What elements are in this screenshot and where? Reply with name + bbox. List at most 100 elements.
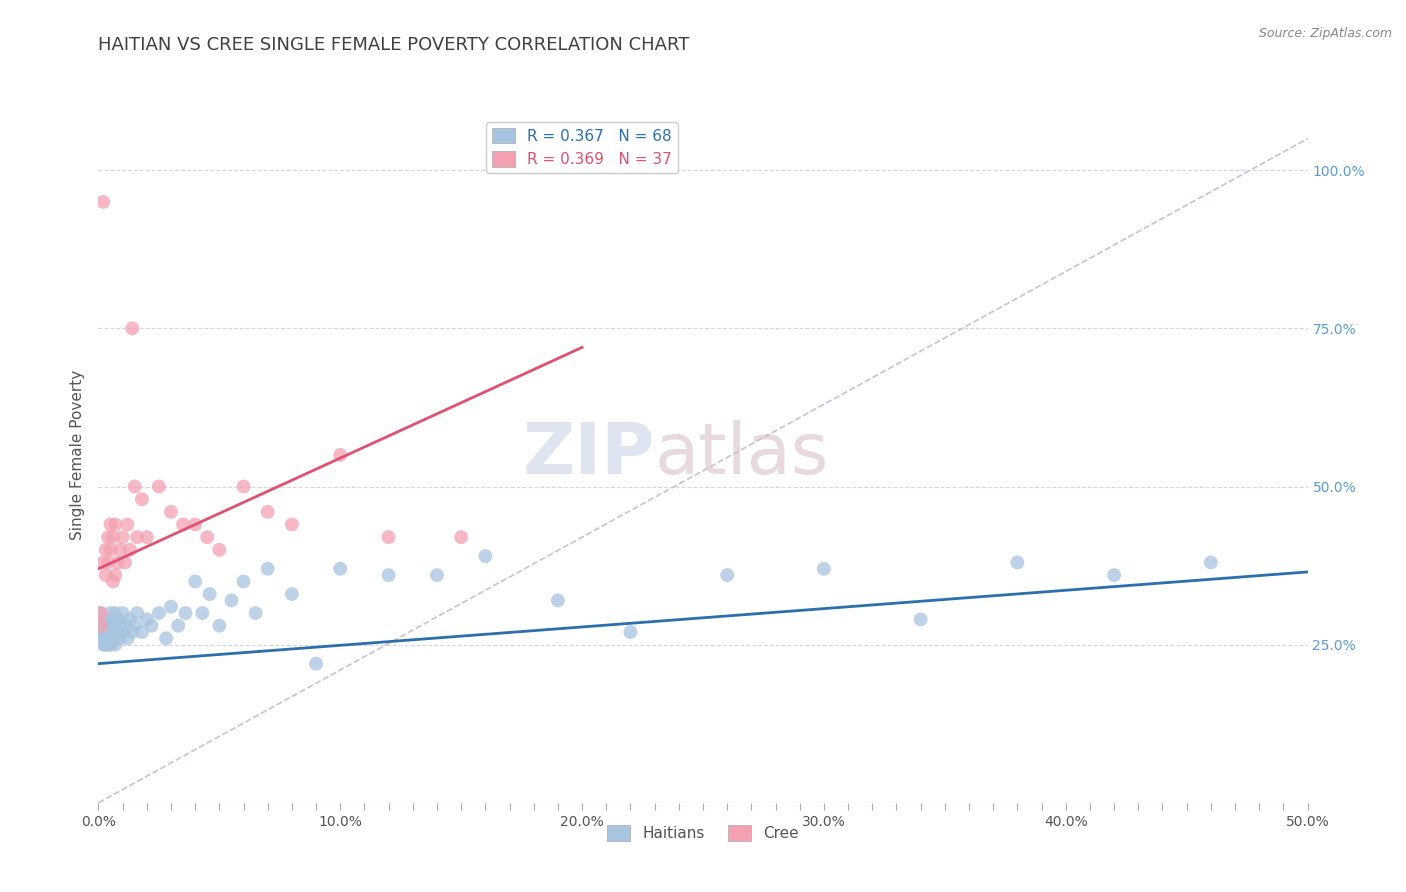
Point [104,606,127,620]
Point [426,568,449,582]
Legend: Haitians, Cree: Haitians, Cree [602,819,804,847]
Point [160,505,183,519]
Point [111,530,134,544]
Point [619,625,641,640]
Point [245,606,267,620]
Point [100,606,122,620]
Point [195,530,218,544]
Point [167,618,190,632]
Point [90,606,112,620]
Point [111,606,134,620]
Point [148,479,170,493]
Point [155,632,177,646]
Text: ZIP: ZIP [523,420,655,490]
Point [377,530,399,544]
Point [141,618,163,632]
Point [90,606,112,620]
Point [191,606,214,620]
Point [108,542,131,557]
Point [232,574,254,589]
Point [94,625,117,640]
Point [208,618,231,632]
Point [329,562,352,576]
Point [91,638,114,652]
Point [100,517,122,532]
Point [94,612,117,626]
Point [90,625,112,640]
Point [121,321,143,335]
Point [117,632,139,646]
Point [127,606,149,620]
Point [100,632,122,646]
Point [107,612,129,626]
Point [104,618,127,632]
Point [131,625,153,640]
Point [91,618,114,632]
Point [232,479,254,493]
Point [97,618,120,632]
Point [450,530,472,544]
Point [94,542,117,557]
Point [91,625,114,640]
Point [114,618,136,632]
Point [114,556,136,570]
Point [100,638,122,652]
Point [124,479,146,493]
Point [184,517,207,532]
Point [97,556,120,570]
Point [208,542,231,557]
Point [256,505,278,519]
Text: Source: ZipAtlas.com: Source: ZipAtlas.com [1258,27,1392,40]
Point [101,530,124,544]
Point [329,448,352,462]
Point [910,612,932,626]
Point [104,568,127,582]
Point [107,625,129,640]
Point [135,530,157,544]
Point [108,618,131,632]
Point [91,194,114,209]
Point [221,593,243,607]
Point [377,568,399,582]
Point [305,657,328,671]
Point [94,618,117,632]
Point [97,530,120,544]
Point [1007,556,1029,570]
Point [184,574,207,589]
Point [198,587,221,601]
Point [281,587,304,601]
Point [90,618,112,632]
Point [124,618,146,632]
Point [94,568,117,582]
Text: HAITIAN VS CREE SINGLE FEMALE POVERTY CORRELATION CHART: HAITIAN VS CREE SINGLE FEMALE POVERTY CO… [98,36,690,54]
Point [135,612,157,626]
Point [117,517,139,532]
Point [716,568,738,582]
Point [118,542,141,557]
Point [94,632,117,646]
Point [101,625,124,640]
Point [1199,556,1222,570]
Point [172,517,194,532]
Text: atlas: atlas [655,420,830,490]
Y-axis label: Single Female Poverty: Single Female Poverty [69,370,84,540]
Point [474,549,496,563]
Point [100,618,122,632]
Point [97,625,120,640]
Point [104,638,127,652]
Point [131,492,153,507]
Point [148,606,170,620]
Point [547,593,569,607]
Point [97,632,120,646]
Point [91,632,114,646]
Point [107,556,129,570]
Point [97,638,120,652]
Point [174,606,197,620]
Point [101,574,124,589]
Point [256,562,278,576]
Point [91,556,114,570]
Point [108,632,131,646]
Point [121,625,143,640]
Point [118,612,141,626]
Point [160,599,183,614]
